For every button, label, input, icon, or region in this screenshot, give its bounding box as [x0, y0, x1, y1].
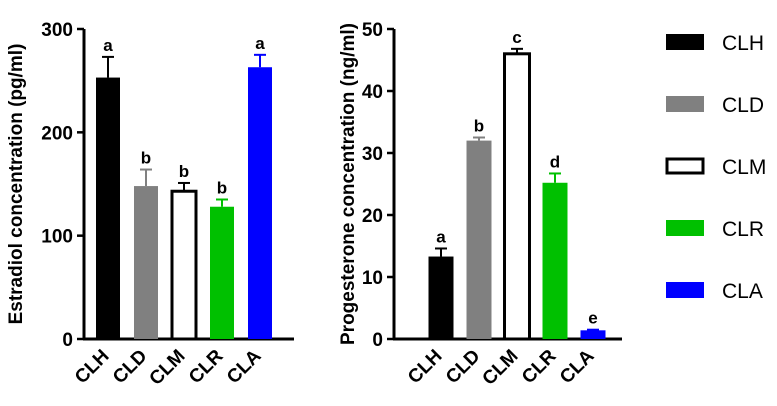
- category-label-clh: CLH: [71, 346, 113, 388]
- bar-clm: [503, 52, 531, 341]
- category-label-cla: CLA: [556, 345, 599, 388]
- estradiol-chart: 0 100 200 300 Estradiol concentration (pg/ml…: [6, 20, 294, 390]
- category-label-clh: CLH: [404, 346, 446, 388]
- bar-cld: [134, 186, 158, 339]
- category-label-clm: CLM: [146, 346, 190, 390]
- y-tick-label: 50: [362, 20, 383, 41]
- bar-clr: [542, 182, 568, 339]
- legend-label-cla: CLA: [722, 280, 763, 303]
- y-tick-label: 0: [372, 330, 383, 351]
- category-label-clr: CLR: [518, 345, 561, 388]
- bar-clh: [96, 77, 120, 340]
- y-axis-title: Progesterone concentration (ng/ml): [338, 23, 359, 345]
- bar-clm: [170, 189, 198, 341]
- significance-label-clh: a: [103, 36, 113, 55]
- significance-label-clr: d: [550, 152, 560, 171]
- y-tick-label: 20: [362, 206, 383, 227]
- category-label-clm: CLM: [479, 346, 523, 390]
- category-label-cla: CLA: [223, 345, 266, 388]
- significance-label-clh: a: [436, 227, 446, 246]
- legend-swatch-clr: [666, 220, 704, 236]
- y-tick-label: 300: [41, 20, 73, 41]
- y-tick-label: 10: [362, 268, 383, 289]
- bar-cld: [466, 140, 492, 339]
- significance-label-clr: b: [217, 179, 227, 198]
- significance-label-cld: b: [474, 117, 484, 136]
- y-tick-label: 100: [41, 227, 73, 248]
- bar-cla: [248, 67, 272, 339]
- y-axis-title: Estradiol concentration (pg/ml): [6, 44, 27, 325]
- bar-clr: [210, 206, 234, 339]
- bar-clh: [428, 256, 454, 339]
- category-label-cld: CLD: [442, 346, 484, 388]
- category-label-clr: CLR: [185, 345, 228, 388]
- legend-label-cld: CLD: [722, 94, 764, 117]
- legend-swatch-clm: [665, 157, 705, 175]
- legend-swatch-clh: [666, 34, 704, 50]
- bar-cla: [580, 330, 606, 339]
- significance-label-cld: b: [141, 149, 151, 168]
- legend: CLH CLD CLM CLR CLA: [665, 32, 766, 303]
- significance-label-clm: b: [179, 162, 189, 181]
- y-tick-label: 0: [62, 330, 73, 351]
- significance-label-cla: e: [588, 309, 597, 328]
- significance-label-clm: c: [512, 28, 521, 47]
- y-tick-label: 200: [41, 123, 73, 144]
- legend-label-clr: CLR: [722, 218, 764, 241]
- legend-swatch-cld: [666, 96, 704, 112]
- category-label-cld: CLD: [109, 346, 151, 388]
- y-tick-label: 40: [362, 82, 383, 103]
- legend-label-clm: CLM: [722, 156, 766, 179]
- legend-label-clh: CLH: [722, 32, 764, 55]
- significance-label-cla: a: [255, 34, 265, 53]
- legend-swatch-cla: [666, 282, 704, 298]
- y-tick-label: 30: [362, 144, 383, 165]
